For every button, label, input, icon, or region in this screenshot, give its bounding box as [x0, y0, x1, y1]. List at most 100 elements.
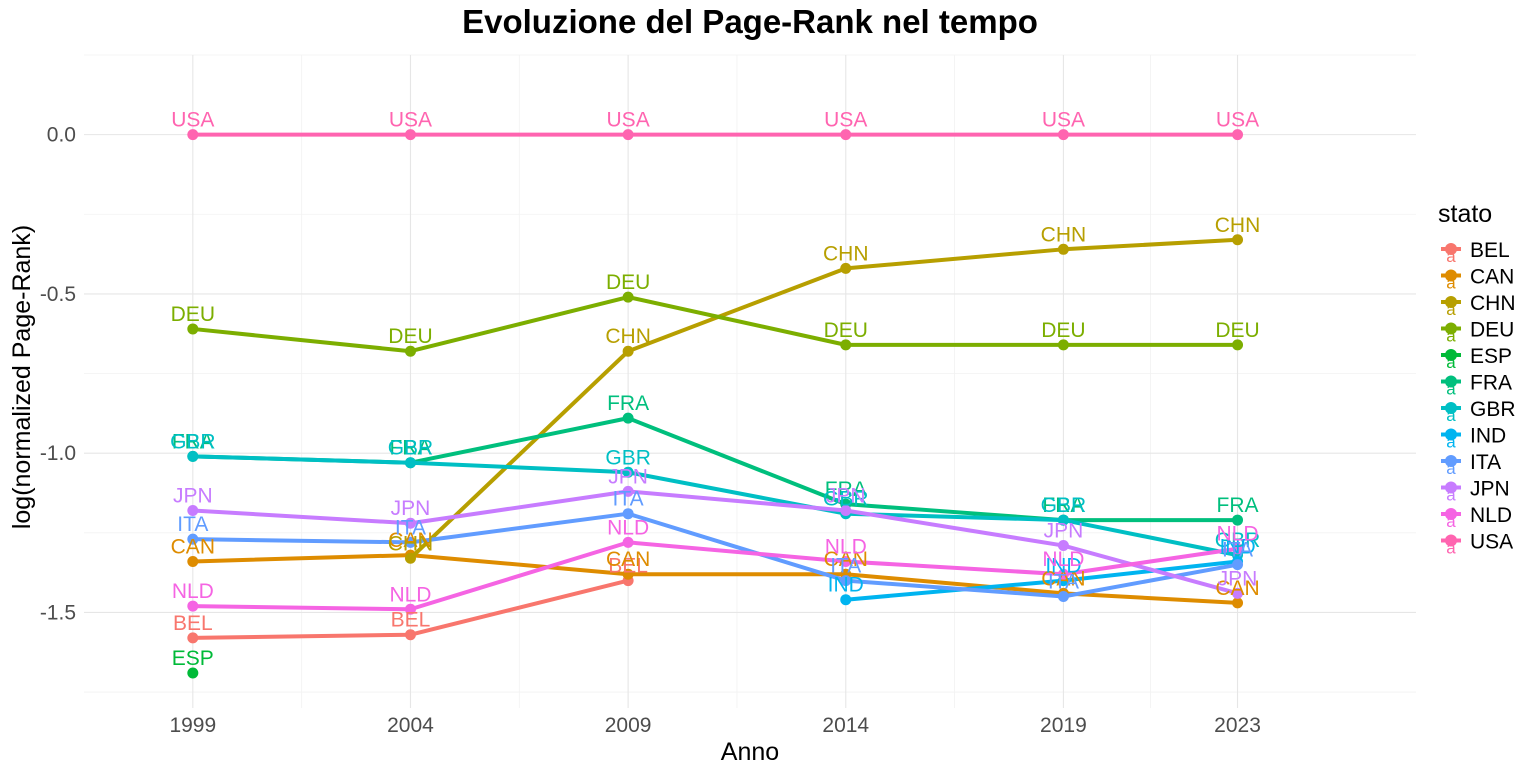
data-point-jpn [1232, 587, 1244, 599]
series-layer [187, 129, 1244, 679]
data-point-ita [187, 533, 199, 545]
legend-key-point [1445, 269, 1457, 282]
point-label-nld: NLD [1042, 548, 1084, 571]
point-label-gbr: GBR [1041, 494, 1087, 517]
y-tick-label: 0.0 [47, 124, 76, 147]
legend-item-nld: a NLD [1441, 504, 1512, 531]
point-label-chn: CHN [605, 325, 651, 348]
data-point-usa [1057, 129, 1069, 141]
series-line-jpn [192, 489, 1239, 596]
y-axis-ticks: 0.0 -0.5 -1.0 -1.5 [40, 124, 76, 625]
data-point-usa [622, 129, 634, 141]
legend-item-fra: a FRA [1441, 372, 1512, 399]
series-jpn [187, 485, 1244, 599]
point-label-can: CAN [388, 529, 432, 552]
data-point-chn [622, 345, 634, 357]
data-point-fra [622, 412, 634, 424]
point-label-chn: CHN [388, 532, 434, 555]
point-label-jpn: JPN [173, 485, 213, 508]
point-label-ind: IND [1045, 555, 1081, 578]
x-tick-label: 2023 [1214, 714, 1261, 737]
grid [84, 54, 1416, 708]
x-axis-ticks: 1999 2004 2009 2014 2019 2023 [169, 714, 1260, 737]
legend-key-glyph: a [1446, 459, 1456, 478]
point-label-jpn: JPN [1044, 520, 1084, 543]
point-label-nld: NLD [825, 535, 867, 558]
data-point-usa [840, 129, 852, 141]
legend-key-glyph: a [1446, 274, 1456, 293]
data-point-can [187, 555, 199, 567]
data-point-jpn [187, 505, 199, 517]
legend-key-glyph: a [1446, 486, 1456, 505]
legend-label: DEU [1470, 319, 1514, 342]
series-line-ita [192, 511, 1238, 599]
point-label-gbr: GBR [605, 446, 651, 469]
data-point-deu [187, 323, 199, 335]
data-point-ita [840, 575, 852, 587]
legend-item-usa: a USA [1441, 531, 1513, 558]
legend-item-ind: a IND [1441, 425, 1506, 452]
data-point-usa [187, 129, 199, 141]
data-point-jpn [1057, 540, 1069, 552]
x-tick-label: 2019 [1040, 714, 1087, 737]
point-label-ita: ITA [395, 516, 426, 539]
data-point-ita [1057, 591, 1069, 603]
point-label-ind: IND [828, 574, 864, 597]
point-label-usa: USA [171, 109, 214, 132]
data-point-nld [622, 536, 634, 548]
data-point-jpn [622, 485, 634, 497]
point-label-deu: DEU [1215, 319, 1259, 342]
data-point-jpn [404, 517, 416, 529]
data-point-deu [404, 345, 416, 357]
data-point-fra [1232, 514, 1244, 526]
data-point-esp [187, 667, 199, 679]
data-point-usa [1232, 129, 1244, 141]
point-label-bel: BEL [608, 555, 648, 578]
data-point-nld [404, 603, 416, 615]
legend-key-glyph: a [1446, 512, 1456, 531]
legend-key-point [1445, 296, 1457, 308]
point-label-jpn: JPN [391, 497, 431, 520]
point-label-gbr: GBR [1215, 529, 1261, 552]
point-label-bel: BEL [391, 609, 431, 632]
point-label-nld: NLD [172, 580, 214, 603]
point-label-fra: FRA [1217, 494, 1259, 517]
point-label-ita: ITA [1222, 539, 1253, 562]
data-point-chn [1232, 234, 1244, 246]
y-axis-title: log(normalized Page-Rank) [8, 225, 36, 529]
point-label-fra: FRA [1042, 494, 1084, 517]
point-label-deu: DEU [1041, 319, 1085, 342]
point-label-gbr: GBR [388, 437, 434, 460]
data-point-bel [187, 632, 199, 644]
legend-key-glyph: a [1446, 247, 1456, 266]
point-label-can: CAN [606, 548, 650, 571]
legend-key-glyph: a [1446, 380, 1456, 399]
data-point-gbr [622, 466, 634, 478]
series-esp [187, 667, 199, 679]
series-line-nld [192, 540, 1238, 612]
point-label-can: CAN [171, 535, 215, 558]
legend-key-point [1445, 481, 1457, 494]
point-label-ita: ITA [830, 555, 861, 578]
point-label-ita: ITA [1048, 571, 1079, 594]
legend-label: FRA [1470, 372, 1512, 395]
point-label-deu: DEU [824, 319, 868, 342]
series-line-deu [192, 295, 1238, 354]
legend-item-jpn: a JPN [1441, 478, 1510, 505]
legend-key-point [1445, 428, 1457, 441]
legend-item-deu: a DEU [1441, 319, 1514, 346]
point-label-jpn: JPN [608, 465, 648, 488]
legend-key-point [1445, 375, 1457, 388]
point-label-fra: FRA [172, 430, 214, 453]
y-tick-label: -0.5 [40, 283, 76, 306]
point-label-gbr: GBR [170, 430, 216, 453]
data-point-nld [1232, 543, 1244, 555]
series-ita [187, 508, 1244, 603]
point-label-usa: USA [607, 109, 650, 132]
legend-label: NLD [1470, 504, 1512, 527]
legend-label: CAN [1470, 266, 1514, 289]
data-point-jpn [840, 505, 852, 517]
